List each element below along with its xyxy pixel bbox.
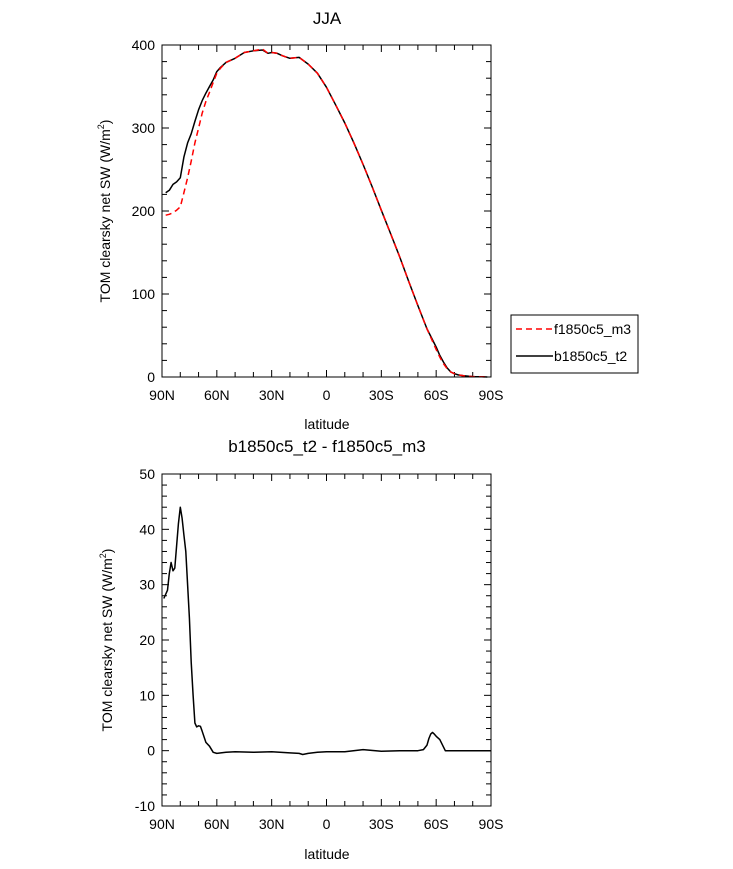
- bottom-chart-ytick-label-50: 50: [139, 466, 155, 482]
- top-chart-xtick-label-30s: 30S: [369, 387, 394, 403]
- bottom-chart-title: b1850c5_t2 - f1850c5_m3: [228, 437, 426, 456]
- bottom-chart-ytick-label-10: -10: [135, 798, 155, 814]
- bottom-chart-xtick-label-60s: 60S: [424, 816, 449, 832]
- top-chart-ylabel-close: ): [97, 120, 113, 125]
- bottom-chart-ytick-label-20: 20: [139, 632, 155, 648]
- legend-box: [510, 314, 639, 374]
- top-chart-xtick-label-30n: 30N: [259, 387, 285, 403]
- top-chart-tick-labels: 90N 60N 30N 0 30S 60S 90S 0 100 200 300 400: [132, 37, 504, 403]
- top-chart-panel: JJA 90N 60N 30N 0 30S 60S 90S 0 100 200 300 400 lat…: [96, 9, 639, 432]
- top-chart-ylabel-main: TOM clearsky net SW (W/m: [97, 129, 113, 302]
- top-chart-xtick-label-0: 0: [323, 387, 331, 403]
- top-chart-ylabel-superscript: 2: [96, 124, 106, 129]
- top-chart-xtick-label-90s: 90S: [479, 387, 504, 403]
- top-chart-series: [165, 48, 488, 378]
- bottom-chart-xtick-label-30n: 30N: [259, 816, 285, 832]
- legend-label-b1850c5-t2: b1850c5_t2: [554, 348, 627, 364]
- top-chart-xtick-label-60s: 60S: [424, 387, 449, 403]
- bottom-chart-tick-labels: 90N 60N 30N 0 30S 60S 90S -10 0 10 20 30 40 50: [135, 466, 504, 832]
- bottom-chart-ticks: [161, 473, 492, 807]
- bottom-chart-panel: b1850c5_t2 - f1850c5_m3 90N 60N 30N 0 30S 60S…: [98, 437, 503, 862]
- bottom-chart-ytick-label-30: 30: [139, 577, 155, 593]
- bottom-chart-ylabel-main: TOM clearsky net SW (W/m: [99, 558, 115, 731]
- top-chart-xtick-label-90n: 90N: [149, 387, 175, 403]
- top-chart-ytick-label-200: 200: [132, 203, 156, 219]
- top-chart-xtick-label-60n: 60N: [204, 387, 230, 403]
- top-chart-ytick-label-0: 0: [147, 369, 155, 385]
- bottom-chart-xlabel: latitude: [304, 846, 349, 862]
- bottom-chart-series-line-b1850c5-t2-f1850c5-m3: [163, 506, 491, 756]
- bottom-chart-ylabel-superscript: 2: [98, 553, 108, 558]
- bottom-chart-ylabel: TOM clearsky net SW (W/m2): [98, 549, 115, 732]
- top-chart-series-line-b1850c5-t2: [165, 49, 488, 378]
- top-chart-title: JJA: [313, 9, 342, 28]
- top-chart-xlabel: latitude: [304, 416, 349, 432]
- bottom-chart-plot-frame: [161, 473, 492, 807]
- bottom-chart-series: [163, 506, 491, 756]
- bottom-chart-xtick-label-0: 0: [323, 816, 331, 832]
- bottom-chart-ylabel-close: ): [99, 549, 115, 554]
- top-chart-ylabel: TOM clearsky net SW (W/m2): [96, 120, 113, 303]
- top-chart-legend: f1850c5_m3 b1850c5_t2: [510, 314, 639, 374]
- top-chart-ytick-label-400: 400: [132, 37, 156, 53]
- top-chart-ytick-label-100: 100: [132, 286, 156, 302]
- legend-label-f1850c5-m3: f1850c5_m3: [554, 321, 631, 337]
- top-chart-series-line-f1850c5-m3: [165, 48, 488, 378]
- bottom-chart-xtick-label-30s: 30S: [369, 816, 394, 832]
- bottom-chart-ytick-label-10: 10: [139, 687, 155, 703]
- bottom-chart-xtick-label-60n: 60N: [204, 816, 230, 832]
- top-chart-ticks: [161, 44, 492, 378]
- bottom-chart-ytick-label-40: 40: [139, 521, 155, 537]
- top-chart-plot-frame: [161, 44, 492, 378]
- bottom-chart-xtick-label-90n: 90N: [149, 816, 175, 832]
- bottom-chart-ytick-label-0: 0: [147, 743, 155, 759]
- bottom-chart-xtick-label-90s: 90S: [479, 816, 504, 832]
- top-chart-ytick-label-300: 300: [132, 120, 156, 136]
